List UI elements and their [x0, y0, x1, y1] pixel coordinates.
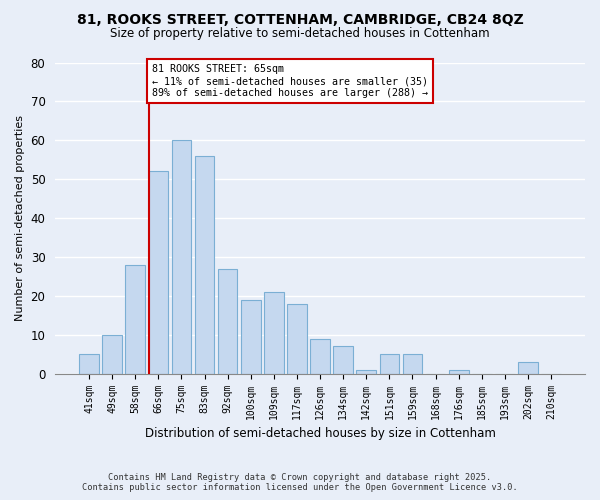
Bar — [449, 370, 469, 374]
Y-axis label: Number of semi-detached properties: Number of semi-detached properties — [15, 115, 25, 321]
Bar — [103, 335, 122, 374]
Bar — [79, 354, 99, 374]
Bar — [310, 338, 330, 374]
Bar — [149, 172, 168, 374]
Bar — [195, 156, 214, 374]
Text: 81, ROOKS STREET, COTTENHAM, CAMBRIDGE, CB24 8QZ: 81, ROOKS STREET, COTTENHAM, CAMBRIDGE, … — [77, 12, 523, 26]
Bar — [380, 354, 399, 374]
Bar — [264, 292, 284, 374]
Bar — [172, 140, 191, 374]
Text: Contains HM Land Registry data © Crown copyright and database right 2025.
Contai: Contains HM Land Registry data © Crown c… — [82, 473, 518, 492]
Bar — [218, 268, 238, 374]
Text: Size of property relative to semi-detached houses in Cottenham: Size of property relative to semi-detach… — [110, 28, 490, 40]
Bar — [241, 300, 260, 374]
X-axis label: Distribution of semi-detached houses by size in Cottenham: Distribution of semi-detached houses by … — [145, 427, 496, 440]
Text: 81 ROOKS STREET: 65sqm
← 11% of semi-detached houses are smaller (35)
89% of sem: 81 ROOKS STREET: 65sqm ← 11% of semi-det… — [152, 64, 428, 98]
Bar — [403, 354, 422, 374]
Bar — [356, 370, 376, 374]
Bar — [287, 304, 307, 374]
Bar — [125, 265, 145, 374]
Bar — [518, 362, 538, 374]
Bar — [334, 346, 353, 374]
